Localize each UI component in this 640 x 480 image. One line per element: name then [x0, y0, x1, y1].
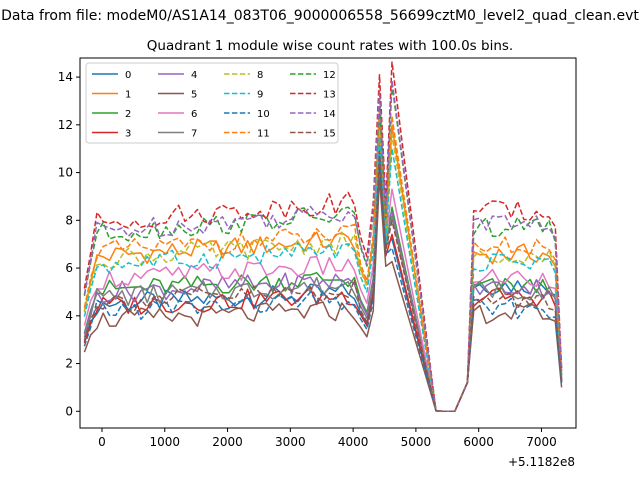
legend-label-3: 3 [125, 129, 131, 140]
series-line-4 [83, 112, 563, 413]
y-tick-label: 8 [65, 213, 73, 227]
y-tick-label: 12 [58, 118, 73, 132]
series-line-14 [83, 79, 563, 413]
series-line-7 [83, 138, 563, 413]
series-line-11 [83, 107, 563, 413]
legend-label-4: 4 [191, 70, 197, 81]
series-line-15 [83, 150, 563, 413]
legend-label-11: 11 [257, 129, 270, 140]
legend-label-6: 6 [191, 109, 197, 120]
series-line-6 [83, 133, 563, 413]
legend-label-7: 7 [191, 129, 197, 140]
chart-title: Quadrant 1 module wise count rates with … [147, 38, 513, 54]
x-tick-label: 5000 [401, 435, 432, 449]
y-tick-label: 6 [65, 261, 73, 275]
x-tick-label: 1000 [149, 435, 180, 449]
series-line-2 [83, 147, 563, 413]
series-line-12 [83, 83, 563, 413]
y-tick-label: 2 [65, 357, 73, 371]
series-line-9 [83, 136, 563, 413]
legend-label-9: 9 [257, 90, 263, 101]
plot-lines [83, 61, 563, 413]
legend-label-2: 2 [125, 109, 131, 120]
x-tick-label: 4000 [338, 435, 369, 449]
legend-label-13: 13 [323, 90, 336, 101]
legend-label-5: 5 [191, 90, 197, 101]
x-tick-label: 3000 [275, 435, 306, 449]
x-tick-label: 2000 [212, 435, 243, 449]
legend-label-14: 14 [323, 109, 336, 120]
series-line-5 [83, 176, 563, 413]
figure-suptitle: Data from file: modeM0/AS1A14_083T06_900… [1, 8, 639, 24]
legend-label-0: 0 [125, 70, 131, 81]
y-tick-label: 14 [58, 70, 73, 84]
y-axis: 0 2 4 6 8 10 12 14 [58, 70, 80, 418]
y-tick-label: 4 [65, 309, 73, 323]
series-line-8 [83, 128, 563, 413]
plot-frame [79, 57, 577, 429]
x-tick-label: 0 [98, 435, 106, 449]
x-tick-label: 7000 [526, 435, 557, 449]
y-tick-label: 0 [65, 404, 73, 418]
y-tick-label: 10 [58, 166, 73, 180]
legend-label-12: 12 [323, 70, 336, 81]
legend-box [85, 62, 339, 144]
x-offset-label: +5.1182e8 [508, 455, 575, 469]
legend-label-10: 10 [257, 109, 270, 120]
legend-label-8: 8 [257, 70, 263, 81]
x-axis: 0 1000 2000 3000 4000 5000 6000 7000 [98, 428, 557, 449]
series-line-10 [83, 157, 563, 413]
x-tick-label: 6000 [463, 435, 494, 449]
legend-label-15: 15 [323, 129, 336, 140]
legend-label-1: 1 [125, 90, 131, 101]
